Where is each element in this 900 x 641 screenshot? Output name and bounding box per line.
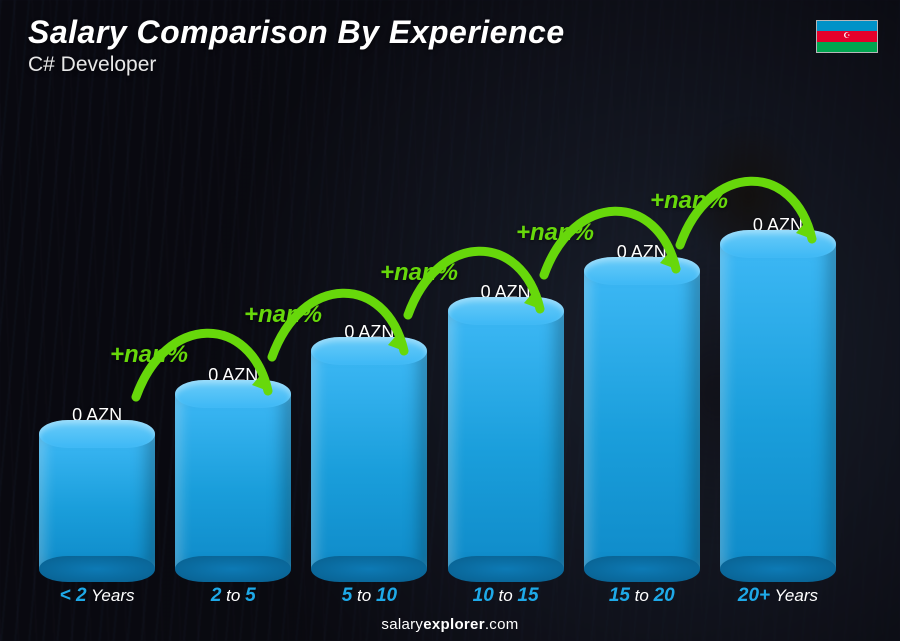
flag-stripe-mid: ☪ (817, 31, 877, 41)
bar-slot: 0 AZN (719, 109, 837, 569)
footer-prefix: salary (381, 616, 423, 633)
x-label-mut: Years (770, 586, 818, 605)
bar-slot: 0 AZN (310, 109, 428, 569)
x-axis-labels: < 2 Years2 to 55 to 1010 to 1515 to 2020… (30, 585, 845, 607)
x-label-mut: to (352, 586, 376, 605)
x-label-hl-post: 20 (654, 585, 675, 606)
flag-stripe-bot (817, 42, 877, 52)
x-label-mut: to (630, 586, 654, 605)
bar (39, 434, 155, 569)
flag-emblem-icon: ☪ (843, 32, 850, 40)
title-block: Salary Comparison By Experience C# Devel… (28, 14, 565, 77)
x-label-hl-pre: 20+ (738, 585, 770, 606)
x-label-hl-pre: < 2 (60, 585, 87, 606)
chart-area: 0 AZN0 AZN0 AZN0 AZN0 AZN0 AZN +nan%+nan… (30, 109, 845, 569)
x-axis-label: 2 to 5 (174, 585, 292, 607)
x-label-hl-post: 5 (245, 585, 256, 606)
x-label-hl-post: 10 (376, 585, 397, 606)
footer-tld: .com (485, 616, 519, 633)
content-root: Salary Comparison By Experience C# Devel… (0, 0, 900, 641)
subtitle: C# Developer (28, 53, 565, 77)
x-label-mut: to (221, 586, 245, 605)
x-axis-label: 5 to 10 (310, 585, 428, 607)
x-axis-label: 20+ Years (719, 585, 837, 607)
bar-slot: 0 AZN (38, 109, 156, 569)
x-axis-label: 10 to 15 (447, 585, 565, 607)
x-label-hl-pre: 5 (342, 585, 353, 606)
bar-slot: 0 AZN (174, 109, 292, 569)
bar-slot: 0 AZN (583, 109, 701, 569)
x-label-hl-post: 15 (517, 585, 538, 606)
flag-stripe-top (817, 21, 877, 31)
x-label-mut: Years (87, 586, 135, 605)
x-label-hl-pre: 15 (609, 585, 630, 606)
bar (311, 351, 427, 569)
footer-suffix: explorer (423, 616, 485, 633)
x-label-hl-pre: 2 (211, 585, 222, 606)
main-title: Salary Comparison By Experience (28, 14, 565, 51)
x-label-hl-pre: 10 (473, 585, 494, 606)
x-axis-label: 15 to 20 (583, 585, 701, 607)
x-axis-label: < 2 Years (38, 585, 156, 607)
footer-site: salaryexplorer.com (0, 616, 900, 633)
bar (448, 311, 564, 569)
x-label-mut: to (494, 586, 518, 605)
bar-slot: 0 AZN (447, 109, 565, 569)
bar (720, 244, 836, 569)
bar (584, 271, 700, 569)
bar (175, 394, 291, 569)
bars-row: 0 AZN0 AZN0 AZN0 AZN0 AZN0 AZN (30, 109, 845, 569)
country-flag-azerbaijan: ☪ (816, 20, 878, 53)
